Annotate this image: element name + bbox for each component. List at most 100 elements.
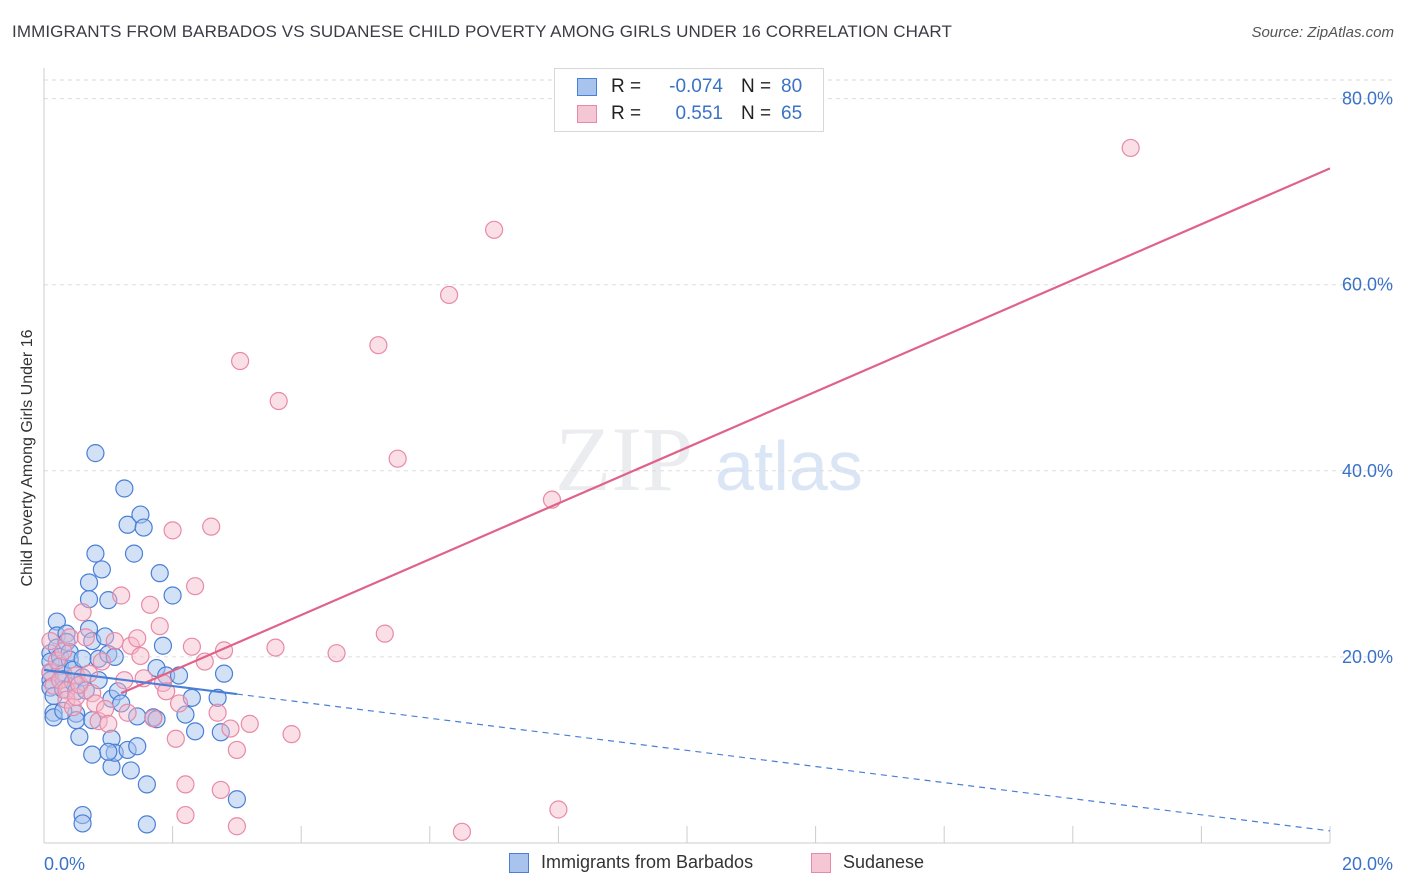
- data-point-sudanese: [227, 740, 246, 760]
- tick-labels: 20.0% 40.0% 60.0% 80.0% 0.0% 20.0%: [44, 89, 1393, 874]
- data-point-barbados: [214, 664, 234, 683]
- data-point-sudanese: [73, 603, 92, 622]
- trend-line-sudanese: [120, 167, 1331, 695]
- data-point-sudanese: [266, 638, 285, 657]
- series-sudanese-points: [41, 138, 1140, 841]
- data-point-barbados: [83, 745, 102, 764]
- data-point-sudanese: [282, 725, 301, 744]
- data-point-barbados: [95, 627, 115, 646]
- data-point-sudanese: [240, 714, 259, 733]
- legend-n-label: N =: [741, 103, 772, 124]
- axes: [43, 68, 1331, 844]
- data-point-sudanese: [231, 351, 250, 371]
- data-point-sudanese: [375, 624, 394, 643]
- x-tick-label: 0.0%: [44, 854, 85, 874]
- data-point-barbados: [176, 705, 195, 724]
- bottom-legend-swatch-blue: [509, 852, 529, 873]
- data-point-sudanese: [118, 703, 137, 722]
- legend-swatch-pink: [577, 105, 597, 123]
- data-point-sudanese: [86, 694, 105, 713]
- bottom-legend-sudanese: Sudanese: [811, 852, 924, 873]
- data-point-sudanese: [140, 595, 160, 614]
- trend-lines: [43, 167, 1331, 832]
- data-point-barbados: [121, 761, 140, 780]
- data-point-barbados: [134, 518, 153, 537]
- data-point-sudanese: [208, 703, 227, 722]
- data-point-sudanese: [176, 775, 195, 794]
- data-point-barbados: [211, 723, 230, 742]
- data-point-barbados: [79, 573, 99, 592]
- data-point-barbados: [227, 790, 246, 809]
- data-point-sudanese: [549, 800, 568, 819]
- chart-title: IMMIGRANTS FROM BARBADOS VS SUDANESE CHI…: [12, 22, 952, 41]
- data-point-sudanese: [112, 586, 131, 605]
- data-point-sudanese: [202, 517, 221, 536]
- watermark-zip: ZIP: [555, 408, 693, 510]
- data-point-sudanese: [144, 709, 163, 728]
- data-point-sudanese: [79, 664, 99, 683]
- bottom-legend-label: Immigrants from Barbados: [541, 852, 754, 872]
- data-point-sudanese: [221, 719, 240, 738]
- source-label: Source: ZipAtlas.com: [1251, 24, 1394, 41]
- data-point-sudanese: [41, 631, 60, 651]
- data-point-barbados: [124, 544, 144, 563]
- data-point-barbados: [208, 688, 227, 707]
- data-point-barbados: [99, 742, 118, 761]
- data-point-barbados: [54, 701, 73, 720]
- data-point-sudanese: [157, 682, 176, 701]
- data-point-sudanese: [76, 628, 95, 647]
- trend-line-barbados-extrapolated: [236, 693, 1331, 832]
- y-tick-label: 60.0%: [1342, 275, 1393, 295]
- data-point-sudanese: [60, 628, 79, 647]
- legend-r-label: R =: [611, 103, 642, 124]
- y-tick-label: 20.0%: [1342, 647, 1393, 667]
- data-point-sudanese: [92, 652, 111, 671]
- data-point-sudanese: [388, 449, 407, 468]
- data-point-sudanese: [186, 577, 205, 596]
- y-tick-label: 80.0%: [1342, 89, 1393, 109]
- data-point-barbados: [115, 479, 134, 498]
- data-point-sudanese: [63, 698, 83, 717]
- data-point-sudanese: [47, 651, 66, 670]
- legend-r-value: 0.551: [675, 103, 723, 124]
- legend-box: R = -0.074 N = 80 R = 0.551 N = 65: [554, 68, 824, 132]
- x-tick-label: 20.0%: [1342, 854, 1393, 874]
- data-point-barbados: [70, 727, 89, 747]
- bottom-legend-swatch-pink: [811, 852, 831, 873]
- data-point-sudanese: [182, 637, 201, 656]
- series-barbados-points: [41, 444, 246, 834]
- data-point-sudanese: [166, 729, 185, 748]
- data-point-barbados: [186, 722, 205, 741]
- data-point-sudanese: [227, 817, 246, 836]
- bottom-legend-barbados: Immigrants from Barbados: [509, 852, 753, 873]
- data-point-sudanese: [211, 780, 230, 800]
- data-point-barbados: [86, 444, 105, 463]
- data-point-sudanese: [128, 629, 147, 648]
- data-point-sudanese: [131, 646, 150, 666]
- data-point-sudanese: [150, 617, 169, 636]
- data-point-sudanese: [452, 822, 472, 841]
- data-point-barbados: [86, 544, 105, 563]
- data-point-sudanese: [1121, 138, 1140, 158]
- legend-n-value: 65: [781, 103, 803, 124]
- watermark-atlas: atlas: [715, 427, 863, 505]
- data-point-sudanese: [99, 714, 118, 733]
- data-point-barbados: [137, 815, 156, 834]
- legend-n-value: 80: [781, 76, 803, 97]
- data-point-barbados: [150, 564, 169, 583]
- data-point-sudanese: [439, 285, 459, 305]
- legend-row-barbados: R = -0.074 N = 80: [577, 75, 802, 99]
- data-point-barbados: [163, 586, 182, 605]
- data-point-barbados: [112, 694, 131, 713]
- trend-line-barbados: [43, 668, 238, 696]
- data-point-sudanese: [163, 521, 182, 540]
- legend-r-label: R =: [611, 76, 642, 97]
- data-point-barbados: [92, 560, 111, 579]
- data-point-sudanese: [95, 699, 115, 719]
- data-point-barbados: [137, 775, 156, 794]
- legend-row-sudanese: R = 0.551 N = 65: [577, 102, 802, 126]
- data-point-barbados: [128, 737, 147, 756]
- data-point-sudanese: [485, 220, 504, 239]
- bottom-legend-label: Sudanese: [843, 852, 925, 872]
